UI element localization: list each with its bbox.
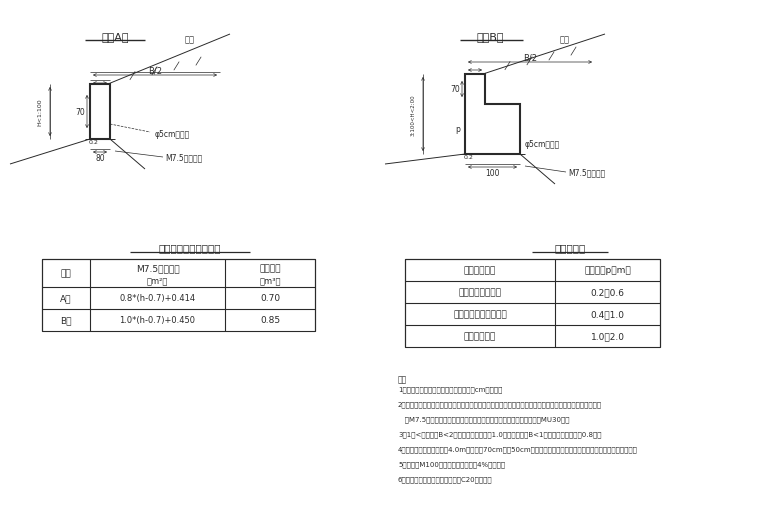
Text: B/2: B/2 <box>148 66 162 75</box>
Text: 2．坚硬岩石地段紧山坡上的外缘平把路基，坡端方不大，但边坡伸出较远达不着稳岩时，可修护肩，护岸采: 2．坚硬岩石地段紧山坡上的外缘平把路基，坡端方不大，但边坡伸出较远达不着稳岩时，… <box>398 400 602 407</box>
Text: 3．1米<护肩高度B<2米时片石边距置采用1.0米，护肩高度B<1米时片石边距置采用0.8米。: 3．1米<护肩高度B<2米时片石边距置采用1.0米，护肩高度B<1米时片石边距置… <box>398 430 601 437</box>
Bar <box>42 260 315 331</box>
Text: B型: B型 <box>60 316 71 325</box>
Text: 0.2: 0.2 <box>89 140 99 145</box>
Text: 中风化的硬质岩石: 中风化的硬质岩石 <box>458 288 502 297</box>
Text: 坚实的粘粘土: 坚实的粘粘土 <box>464 332 496 341</box>
Text: p: p <box>455 125 460 134</box>
Text: 开挖土方: 开挖土方 <box>259 264 280 273</box>
Text: 0.85: 0.85 <box>260 316 280 325</box>
Text: 0.4～1.0: 0.4～1.0 <box>591 310 625 319</box>
Text: 路基: 路基 <box>185 36 195 44</box>
Text: 搭边宽度表: 搭边宽度表 <box>554 242 586 252</box>
Text: 0.2: 0.2 <box>464 155 474 160</box>
Text: 1.0*(h-0.7)+0.450: 1.0*(h-0.7)+0.450 <box>119 316 195 325</box>
Text: 5．缝选用M100砂浆抹面，并留外倾4%的斜坡。: 5．缝选用M100砂浆抹面，并留外倾4%的斜坡。 <box>398 460 505 467</box>
Text: 用M7.5浆砌片石修筑，护肩的填后填料为开山石灰，岩料强度不低于MU30号。: 用M7.5浆砌片石修筑，护肩的填后填料为开山石灰，岩料强度不低于MU30号。 <box>398 415 569 422</box>
Text: 70: 70 <box>75 108 85 117</box>
Text: （m²）: （m²） <box>147 276 168 285</box>
Text: 护肩每延米工程数量表: 护肩每延米工程数量表 <box>159 242 221 252</box>
Polygon shape <box>465 75 520 155</box>
Text: 护肩B型: 护肩B型 <box>477 32 504 42</box>
Text: 80: 80 <box>95 154 105 163</box>
Text: B/2: B/2 <box>523 53 537 63</box>
Text: 地基地质情况: 地基地质情况 <box>464 266 496 275</box>
Text: A型: A型 <box>60 294 71 303</box>
Text: 50: 50 <box>95 86 105 94</box>
Text: 路基: 路基 <box>560 36 570 44</box>
Text: 0.70: 0.70 <box>260 294 280 303</box>
Text: 0.2～0.6: 0.2～0.6 <box>591 288 625 297</box>
Text: 护肩A型: 护肩A型 <box>101 32 128 42</box>
Text: 3:100<H<2:00: 3:100<H<2:00 <box>410 94 416 135</box>
Text: （m³）: （m³） <box>259 276 280 285</box>
Text: 1.0～2.0: 1.0～2.0 <box>591 332 625 341</box>
Text: H<1:100: H<1:100 <box>37 99 43 126</box>
Text: 50: 50 <box>470 72 480 81</box>
Text: 型式: 型式 <box>61 269 71 278</box>
Text: 搭边宽度p（m）: 搭边宽度p（m） <box>584 266 631 275</box>
Text: 强风化岩石或软质岩石: 强风化岩石或软质岩石 <box>453 310 507 319</box>
Bar <box>90 85 110 140</box>
Text: M7.5浆砌片石: M7.5浆砌片石 <box>568 168 605 177</box>
Text: 0.8*(h-0.7)+0.414: 0.8*(h-0.7)+0.414 <box>119 294 195 303</box>
Text: φ5cm排水孔: φ5cm排水孔 <box>155 130 190 139</box>
Text: 70: 70 <box>450 86 460 94</box>
Text: M7.5浆砌片石: M7.5浆砌片石 <box>136 264 179 273</box>
Text: 注：: 注： <box>398 374 407 383</box>
Text: 6．在块片石料插缝之难段可选用C20片石砼。: 6．在块片石料插缝之难段可选用C20片石砼。 <box>398 475 492 482</box>
Text: φ5cm排水孔: φ5cm排水孔 <box>525 140 560 149</box>
Text: 1．本图表中尺寸除体积以㎡计外余均以cm为单位。: 1．本图表中尺寸除体积以㎡计外余均以cm为单位。 <box>398 385 502 392</box>
Text: 100: 100 <box>485 169 500 178</box>
Bar <box>405 260 660 347</box>
Text: 4．护肩插石墙板方向每隔4.0m，上部管70cm高，50cm宽的缺口（三眼都要彻葡萄爬止），以便波浪护肥座动。: 4．护肩插石墙板方向每隔4.0m，上部管70cm高，50cm宽的缺口（三眼都要彻… <box>398 445 638 451</box>
Text: M7.5浆砌片石: M7.5浆砌片石 <box>165 153 202 162</box>
